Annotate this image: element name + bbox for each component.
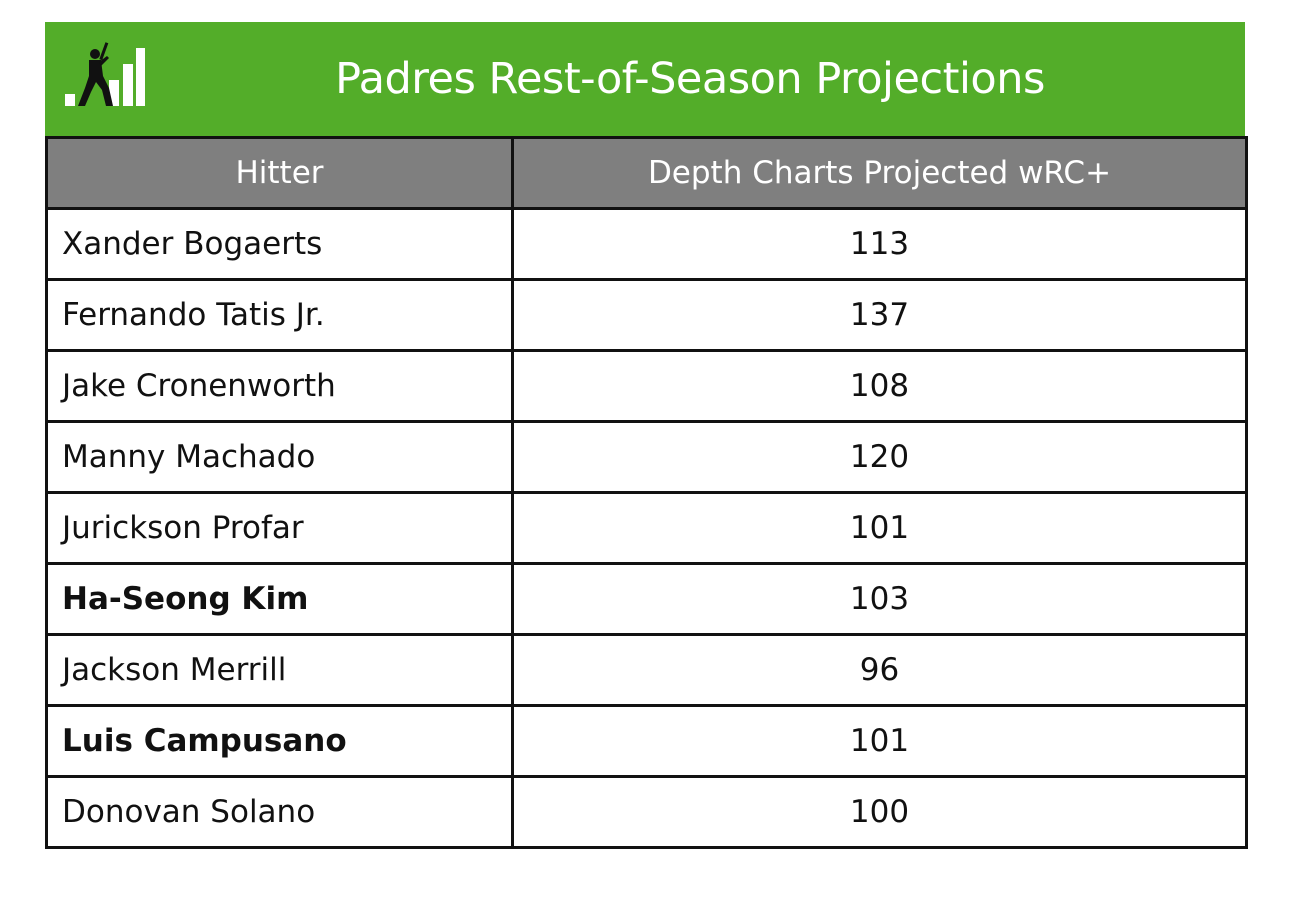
- projection-table-card: Padres Rest-of-Season Projections Hitter…: [45, 22, 1248, 849]
- table-title: Padres Rest-of-Season Projections: [335, 54, 1045, 104]
- table-row: Jake Cronenworth 108: [45, 349, 1248, 423]
- wrc-plus-cell: 137: [511, 278, 1248, 352]
- wrc-plus-cell: 103: [511, 562, 1248, 636]
- batter-bar-chart-logo-icon: [65, 42, 145, 106]
- projections-table: Hitter Depth Charts Projected wRC+ Xande…: [45, 136, 1248, 849]
- table-row: Manny Machado 120: [45, 420, 1248, 494]
- hitter-name-cell: Fernando Tatis Jr.: [45, 278, 514, 352]
- wrc-plus-cell: 96: [511, 633, 1248, 707]
- wrc-plus-cell: 108: [511, 349, 1248, 423]
- table-row: Donovan Solano 100: [45, 775, 1248, 849]
- hitter-name-cell: Jackson Merrill: [45, 633, 514, 707]
- hitter-name-cell: Jake Cronenworth: [45, 349, 514, 423]
- hitter-name-cell: Xander Bogaerts: [45, 207, 514, 281]
- table-row: Luis Campusano 101: [45, 704, 1248, 778]
- wrc-plus-cell: 120: [511, 420, 1248, 494]
- wrc-plus-cell: 100: [511, 775, 1248, 849]
- column-header-hitter: Hitter: [45, 136, 514, 210]
- hitter-name-cell: Donovan Solano: [45, 775, 514, 849]
- hitter-name-cell: Manny Machado: [45, 420, 514, 494]
- table-row: Jackson Merrill 96: [45, 633, 1248, 707]
- table-row: Jurickson Profar 101: [45, 491, 1248, 565]
- wrc-plus-cell: 113: [511, 207, 1248, 281]
- hitter-name-cell: Jurickson Profar: [45, 491, 514, 565]
- table-row: Xander Bogaerts 113: [45, 207, 1248, 281]
- header-row: Hitter Depth Charts Projected wRC+: [45, 136, 1248, 210]
- table-row: Ha-Seong Kim 103: [45, 562, 1248, 636]
- column-header-wrc-plus: Depth Charts Projected wRC+: [511, 136, 1248, 210]
- title-banner: Padres Rest-of-Season Projections: [45, 22, 1245, 136]
- wrc-plus-cell: 101: [511, 704, 1248, 778]
- wrc-plus-cell: 101: [511, 491, 1248, 565]
- hitter-name-cell: Luis Campusano: [45, 704, 514, 778]
- hitter-name-cell: Ha-Seong Kim: [45, 562, 514, 636]
- table-row: Fernando Tatis Jr. 137: [45, 278, 1248, 352]
